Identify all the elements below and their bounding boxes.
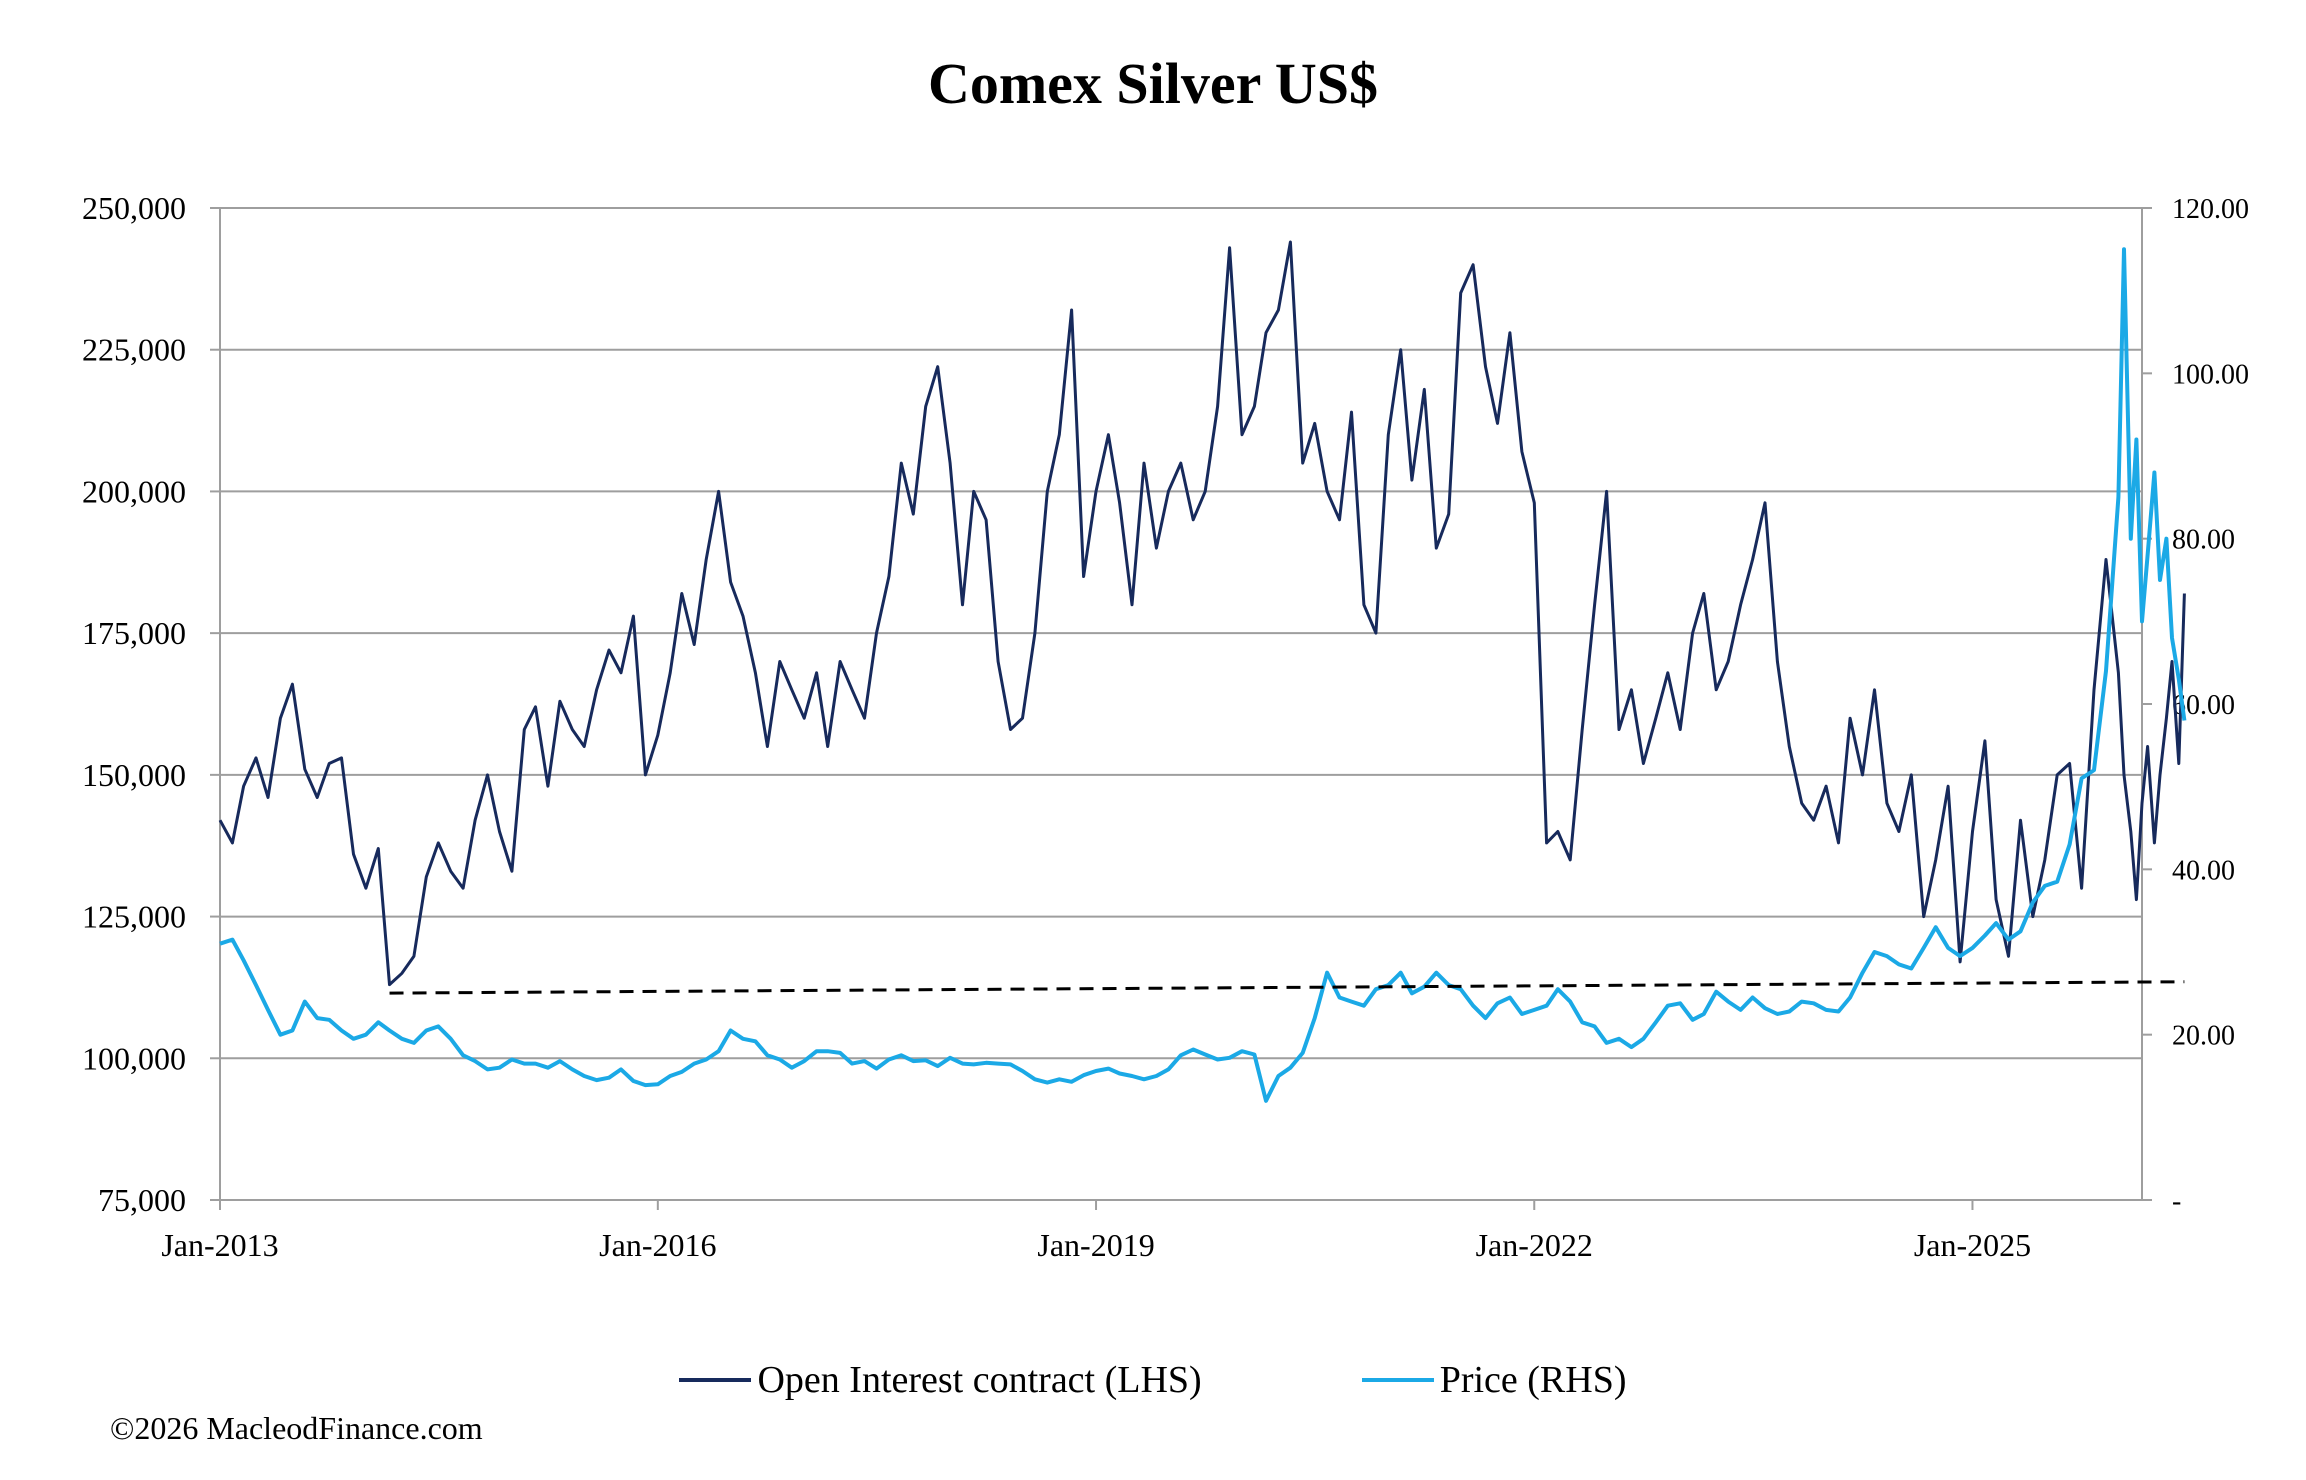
trend-line-0	[389, 980, 2185, 995]
left-axis-ticks: 75,000 100,000 125,000 150,000 175,000 200,00…	[82, 190, 186, 1218]
left-tick-label-7: 250,000	[82, 190, 186, 226]
right-tick-label-6: 120.00	[2172, 194, 2249, 225]
x-tick-label-3: Jan-2022	[1476, 1227, 1593, 1263]
left-tick-label-4: 175,000	[82, 615, 186, 651]
right-tick-label-4: 80.00	[2172, 525, 2235, 556]
x-axis-ticks: Jan-2013 Jan-2016 Jan-2019 Jan-2022 Jan-2025	[161, 1227, 2031, 1263]
chart-annotations	[389, 980, 2185, 995]
right-tick-label-1: 20.00	[2172, 1021, 2235, 1052]
legend-label-open-interest: Open Interest contract (LHS)	[757, 1359, 1202, 1401]
right-tick-label-5: 100.00	[2172, 359, 2249, 390]
left-tick-label-6: 225,000	[82, 332, 186, 368]
chart-axes	[210, 207, 2152, 1210]
copyright-notice: ©2026 MacleodFinance.com	[110, 1410, 483, 1446]
left-tick-label-0: 75,000	[98, 1182, 186, 1218]
right-tick-label-0: -	[2172, 1186, 2181, 1217]
x-tick-label-4: Jan-2025	[1914, 1227, 2031, 1263]
legend-item-price: Price (RHS)	[1361, 1358, 1627, 1402]
chart-title: Comex Silver US$	[927, 51, 1378, 116]
series-line-price	[219, 247, 2187, 1103]
x-tick-label-0: Jan-2013	[161, 1227, 278, 1263]
left-tick-label-5: 200,000	[82, 473, 186, 509]
x-tick-label-2: Jan-2019	[1037, 1227, 1154, 1263]
legend-label-price: Price (RHS)	[1439, 1359, 1627, 1401]
legend-swatch-open-interest	[679, 1378, 752, 1382]
right-tick-label-2: 40.00	[2172, 855, 2235, 886]
chart-series	[218, 240, 2187, 1103]
series-line-open-interest	[218, 240, 2186, 987]
legend-item-open-interest: Open Interest contract (LHS)	[679, 1358, 1202, 1402]
left-tick-label-3: 150,000	[82, 757, 186, 793]
legend-swatch-price	[1361, 1378, 1434, 1382]
left-tick-label-1: 100,000	[82, 1040, 186, 1076]
left-tick-label-2: 125,000	[82, 899, 186, 935]
chart-grid	[220, 207, 2142, 1201]
legend: Open Interest contract (LHS) Price (RHS)	[0, 1355, 2306, 1405]
x-tick-label-1: Jan-2016	[599, 1227, 716, 1263]
